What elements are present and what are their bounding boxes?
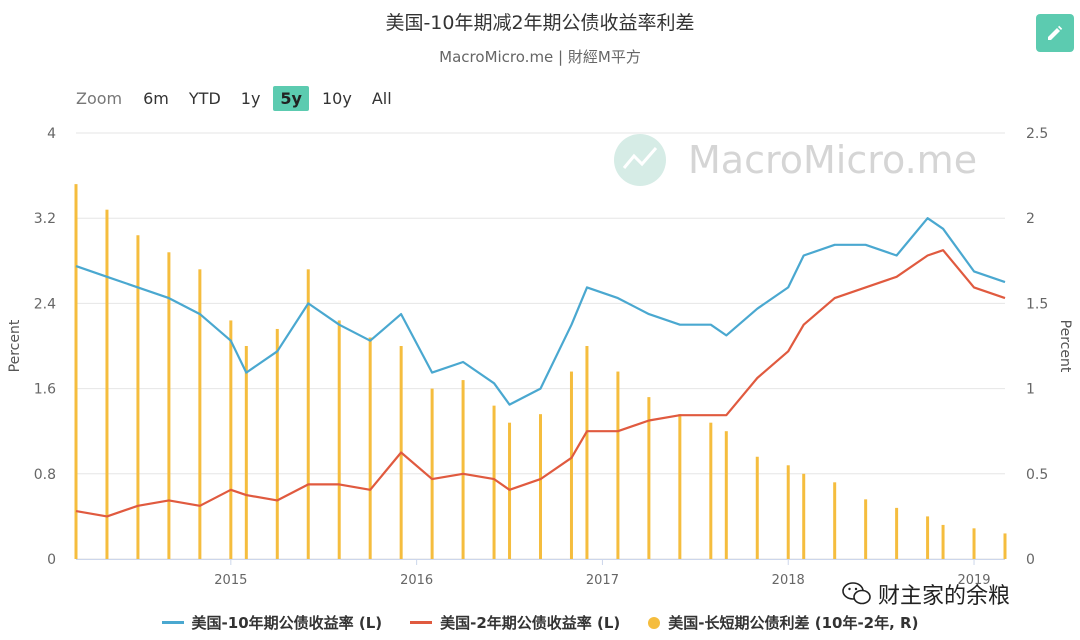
legend-dot-spread	[648, 616, 661, 629]
zoom-label: Zoom	[76, 89, 123, 108]
legend-label-spread: 美国-长短期公债利差 (10年-2年, R)	[668, 614, 919, 632]
legend: 美国-10年期公债收益率 (L) 美国-2年期公债收益率 (L) 美国-长短期公…	[0, 612, 1080, 633]
y-right-tick-label: 1.5	[1026, 296, 1048, 312]
spread-bar[interactable]	[492, 405, 496, 559]
edit-button[interactable]	[1036, 14, 1074, 52]
spread-bar[interactable]	[926, 516, 930, 559]
spread-bar[interactable]	[895, 507, 899, 559]
x-tick-label: 2019	[957, 573, 990, 588]
spread-bar[interactable]	[724, 431, 728, 559]
wechat-icon	[842, 582, 871, 605]
brand-logo-glyph	[622, 147, 658, 169]
y-left-tick-label: 2.4	[34, 296, 56, 312]
y-right-tick-label: 1	[1026, 382, 1035, 398]
zoom-ytd-button[interactable]: YTD	[188, 89, 221, 108]
spread-bar[interactable]	[167, 252, 171, 559]
spread-bar[interactable]	[802, 473, 806, 559]
y2-line[interactable]	[75, 249, 1006, 518]
y-right-tick-label: 2.5	[1026, 126, 1048, 142]
y-right-tick-label: 2	[1026, 211, 1035, 227]
social-watermark-text: 财主家的余粮	[878, 584, 1011, 609]
spread-bar[interactable]	[585, 346, 589, 559]
spread-bar[interactable]	[337, 320, 341, 559]
brand-watermark: MacroMicro.me	[688, 138, 977, 182]
y-left-tick-label: 1.6	[34, 382, 56, 398]
zoom-1y-button[interactable]: 1y	[240, 89, 261, 108]
legend-line-10y	[161, 621, 184, 624]
zoom-bar: Zoom 6m YTD 1y 5y 10y All	[76, 86, 405, 111]
spread-bar[interactable]	[678, 414, 682, 559]
pencil-icon	[1048, 25, 1063, 40]
spread-bar[interactable]	[569, 371, 573, 559]
spread-bar[interactable]	[461, 380, 465, 559]
spread-bar[interactable]	[198, 269, 202, 559]
y-left-axis-title: Percent	[7, 319, 23, 372]
y-left-tick-label: 3.2	[34, 211, 56, 227]
spread-bar[interactable]	[709, 422, 713, 559]
legend-label-2y: 美国-2年期公债收益率 (L)	[440, 614, 621, 632]
y-right-tick-label: 0.5	[1026, 467, 1048, 483]
spread-bar[interactable]	[229, 320, 233, 559]
spread-bar[interactable]	[864, 499, 868, 559]
x-tick-label: 2018	[772, 573, 805, 588]
chart-subtitle: MacroMicro.me | 財經M平方	[439, 48, 641, 66]
spread-bar[interactable]	[616, 371, 620, 559]
spread-bar[interactable]	[1003, 533, 1007, 559]
y-left-tick-label: 0	[47, 552, 56, 568]
zoom-5y-button[interactable]: 5y	[273, 86, 309, 111]
x-tick-label: 2016	[400, 573, 433, 588]
legend-item-2y[interactable]: 美国-2年期公债收益率 (L)	[410, 612, 620, 633]
y-left-tick-label: 4	[47, 126, 56, 142]
spread-bar[interactable]	[430, 388, 434, 559]
spread-bar[interactable]	[368, 337, 372, 559]
spread-bar[interactable]	[786, 465, 790, 559]
social-watermark: 财主家的余粮	[842, 578, 1010, 610]
spread-bar[interactable]	[941, 524, 945, 559]
y-right-tick-label: 0	[1026, 552, 1035, 568]
zoom-all-button[interactable]: All	[371, 89, 392, 108]
spread-bar[interactable]	[105, 209, 109, 559]
chart-title: 美国-10年期减2年期公债收益率利差	[385, 12, 695, 34]
legend-label-10y: 美国-10年期公债收益率 (L)	[191, 614, 383, 632]
spread-bar[interactable]	[972, 528, 976, 559]
spread-bar[interactable]	[244, 346, 248, 559]
legend-item-10y[interactable]: 美国-10年期公债收益率 (L)	[161, 612, 383, 633]
zoom-6m-button[interactable]: 6m	[143, 89, 169, 108]
legend-line-2y	[410, 621, 433, 624]
spread-bar[interactable]	[755, 456, 759, 559]
x-tick-label: 2017	[586, 573, 619, 588]
spread-bar[interactable]	[306, 269, 310, 559]
y-left-tick-label: 0.8	[34, 467, 56, 483]
x-tick-label: 2015	[214, 573, 247, 588]
y-right-axis-title: Percent	[1057, 320, 1073, 373]
chart-svg: 0 0.8 1.6 2.4 3.2 4 0 0.5 1 1.5 2 2.5 Percent Percent…	[7, 126, 1073, 588]
spread-bar[interactable]	[833, 482, 837, 559]
spread-bar[interactable]	[136, 235, 140, 560]
spread-bar[interactable]	[647, 397, 651, 559]
y10-line[interactable]	[75, 217, 1006, 406]
zoom-10y-button[interactable]: 10y	[321, 89, 352, 108]
spread-bar[interactable]	[74, 184, 78, 559]
spread-bar[interactable]	[539, 414, 542, 559]
spread-bar[interactable]	[275, 328, 279, 559]
legend-item-spread[interactable]: 美国-长短期公债利差 (10年-2年, R)	[648, 612, 918, 633]
